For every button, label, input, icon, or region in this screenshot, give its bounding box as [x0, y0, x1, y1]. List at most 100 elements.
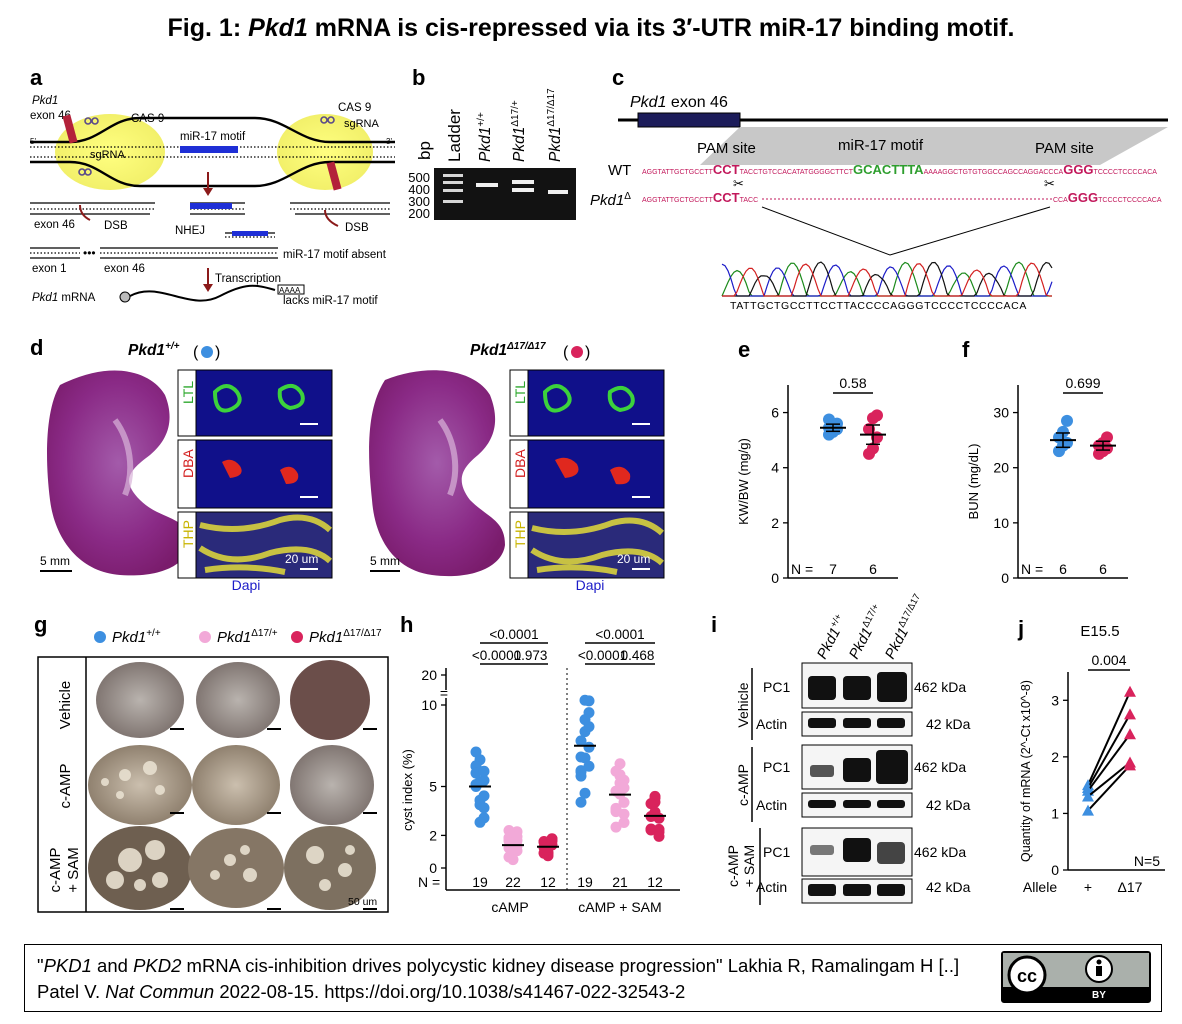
panel-a-exon: exon 46: [30, 110, 71, 122]
n-label: N =: [791, 561, 813, 577]
cc-by-license-badge: cc BY: [1001, 951, 1151, 1003]
mrna-strand: [129, 284, 276, 302]
panel-letter-j: j: [1017, 616, 1024, 641]
panel-letter-b: b: [412, 65, 425, 90]
blot-actin-kda: 42 kDa: [926, 716, 971, 732]
kidney-section-mut: [369, 370, 505, 577]
y-tick-label: 3: [1051, 692, 1059, 708]
panel-d-scale-wt: 5 mm: [40, 554, 70, 568]
data-point: [474, 799, 486, 811]
panel-j-mrna-chart: E15.5 0 1 2 3 Quantity of mRNA (2^-Ct x10^-8)…: [1019, 623, 1165, 895]
panel-a-sgrna-right: sgRNA: [344, 118, 380, 130]
blot-actin-label: Actin: [756, 797, 787, 813]
y-tick-label: 0: [429, 860, 437, 876]
p-value: 0.468: [621, 648, 655, 663]
blot-pc1-kda: 462 kDa: [914, 759, 966, 775]
scissors-icon: ✂: [733, 176, 744, 191]
blot-actin-kda: 42 kDa: [926, 797, 971, 813]
panel-letter-c: c: [612, 65, 624, 90]
condition-label: cAMP + SAM: [578, 899, 661, 915]
panel-a-exon46-repaired: exon 46: [104, 263, 145, 275]
panel-c-pam-left: PAM site: [697, 140, 756, 157]
data-point: [618, 808, 630, 820]
data-point: [503, 851, 515, 863]
panel-a-mrna: Pkd1 mRNA: [32, 292, 96, 304]
trace-line: [722, 261, 1053, 297]
data-point: [546, 833, 558, 845]
stain-dba-wt: DBA: [180, 449, 196, 478]
organoid-camp-het: [192, 745, 280, 825]
data-point: [474, 816, 486, 828]
panel-b-ladder: Ladder: [445, 109, 464, 162]
n-value: 7: [829, 561, 837, 577]
organoid-sam-wt: [88, 826, 192, 910]
organoid-camp-wt: [88, 745, 192, 825]
y-axis-label: BUN (mg/dL): [966, 444, 981, 520]
data-point: [575, 735, 587, 747]
paired-line: [1087, 691, 1131, 786]
data-point-d17: [1124, 759, 1136, 771]
n-label: N=5: [1134, 853, 1160, 869]
panel-b-bp: bp: [415, 141, 434, 160]
panel-a-motif-absent: miR-17 motif absent: [283, 249, 387, 261]
organoid-sam-het: [188, 828, 284, 908]
data-point-d17: [1124, 728, 1136, 740]
mir17-motif-bar: [180, 146, 238, 153]
scale-micro-mut: 20 um: [617, 552, 650, 566]
y-tick-label: 2: [429, 827, 437, 843]
data-point: [610, 821, 622, 833]
blot-band: [877, 672, 907, 702]
n-value: 6: [1099, 561, 1107, 577]
stain-ltl-mut: LTL: [512, 381, 528, 404]
gel-size-300: 300: [408, 194, 430, 209]
y-tick-label: 5: [429, 779, 437, 795]
pam-marker-left: [62, 114, 78, 144]
data-point: [575, 796, 587, 808]
n-value: 6: [1059, 561, 1067, 577]
n-label: N =: [418, 874, 440, 890]
panel-letter-h: h: [400, 612, 413, 637]
sanger-chromatogram: [721, 261, 1053, 297]
data-point-d17: [1124, 685, 1136, 697]
panel-letter-a: a: [30, 65, 43, 90]
data-point: [583, 760, 595, 772]
cas9-glow-left: [55, 114, 165, 190]
panel-letter-g: g: [34, 612, 47, 637]
stain-ltl-wt: LTL: [180, 381, 196, 404]
excised-motif-fragment: [232, 231, 268, 236]
data-point: [645, 798, 657, 810]
dsb-arrow-icon: [324, 209, 339, 227]
data-point: [575, 751, 587, 763]
blot-actin-label: Actin: [756, 716, 787, 732]
scissors-icon: [320, 116, 328, 124]
organoid-veh-wt: [96, 662, 184, 738]
panel-d-wt-label: Pkd1+/+: [128, 341, 180, 359]
panel-a-exon1: exon 1: [32, 263, 67, 275]
blot-cond-camp-sam-1: c-AMP: [725, 845, 741, 887]
y-tick-label: 10: [421, 697, 437, 713]
data-point: [871, 409, 883, 422]
p-value: 0.58: [839, 375, 866, 391]
mut-legend-dot: [571, 346, 583, 358]
p-value: <0.0001: [578, 648, 627, 663]
row-vehicle: Vehicle: [57, 681, 74, 729]
y-tick-label: 0: [771, 570, 779, 586]
y-tick-label: 20: [421, 667, 437, 683]
row-camp-sam-2: + SAM: [65, 847, 82, 892]
arrow-down-icon: [203, 188, 213, 196]
y-tick-label: 20: [993, 460, 1009, 476]
panel-a-5prime: 5': [30, 137, 36, 146]
axis-break: =: [440, 685, 448, 701]
kidney-section-wt: [47, 370, 191, 576]
p-value: <0.0001: [489, 627, 538, 642]
panel-c-wt: WT: [608, 162, 631, 179]
blot-pc1-label: PC1: [763, 759, 790, 775]
blot-lane-hom: Pkd1Δ17/Δ17: [881, 592, 930, 662]
p-value: <0.0001: [472, 648, 521, 663]
pam-marker-right: [326, 161, 342, 191]
svg-text:(: (: [563, 344, 569, 361]
ladder-band: [443, 200, 463, 203]
data-point-d17: [1124, 708, 1136, 720]
data-point: [579, 714, 591, 726]
citation-text: "PKD1 and PKD2 mRNA cis-inhibition drive…: [37, 955, 960, 1002]
